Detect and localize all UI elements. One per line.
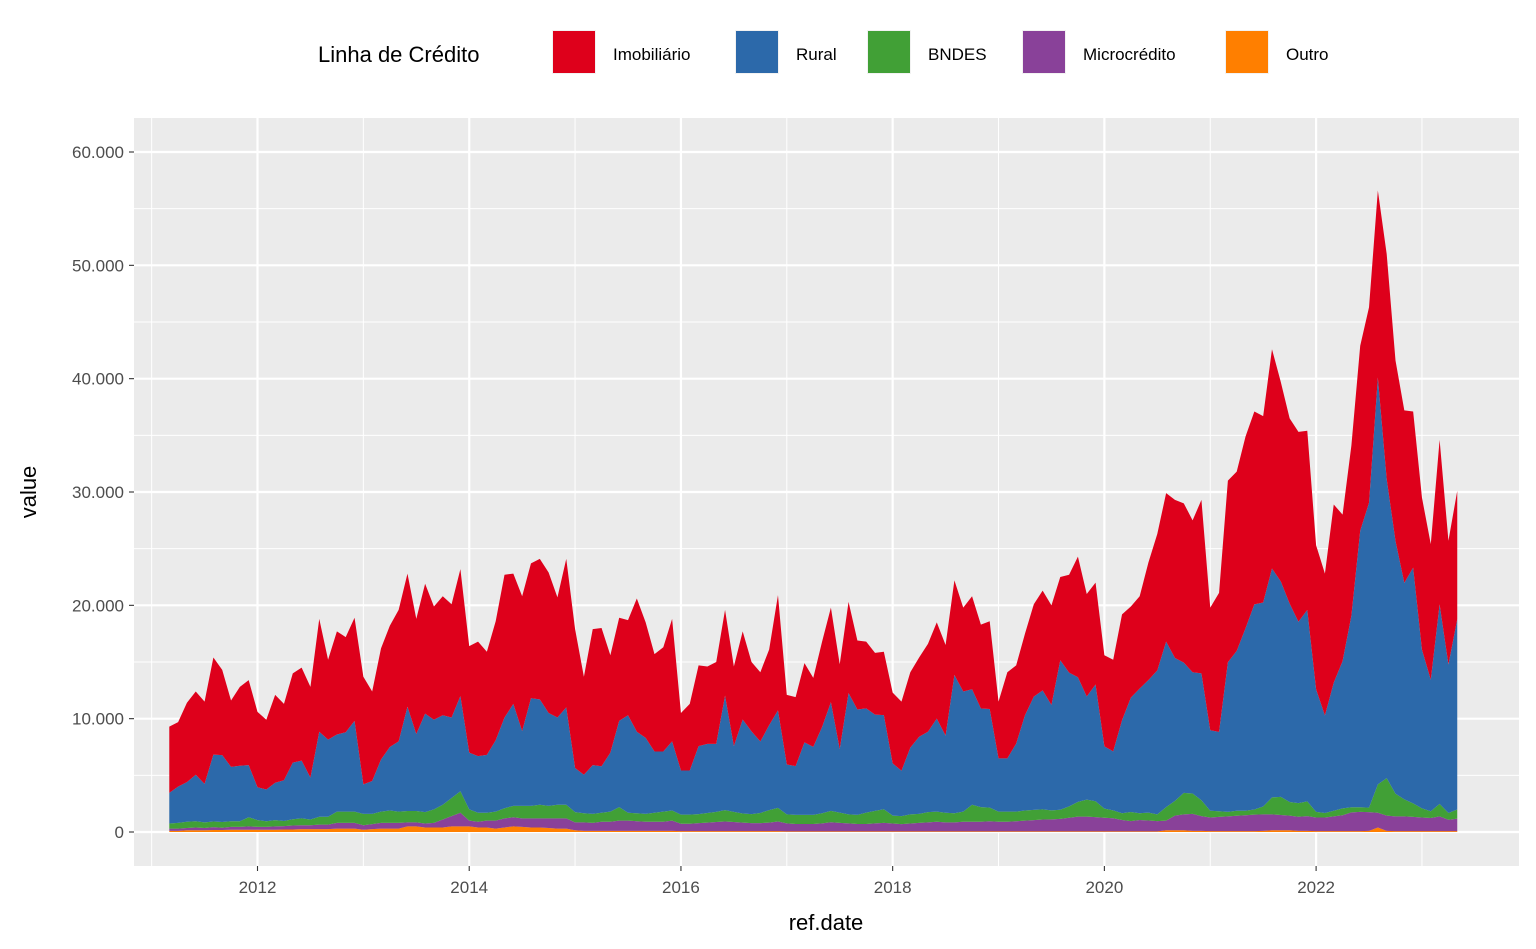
y-tick-label: 0 — [115, 823, 124, 842]
legend-label: Imobiliário — [613, 45, 690, 64]
legend-key-rural — [736, 31, 778, 73]
area-series-bndes — [169, 778, 1458, 829]
area-series-group — [169, 190, 1458, 832]
y-tick-label: 40.000 — [72, 370, 124, 389]
y-tick-label: 60.000 — [72, 143, 124, 162]
legend: Linha de Crédito Imobiliário Rural BNDES Mi… — [318, 30, 1329, 74]
area-series-imobiliário — [169, 190, 1458, 793]
area-series-rural — [169, 377, 1458, 824]
y-axis-title: value — [16, 466, 41, 519]
area-series-outro — [169, 826, 1458, 832]
legend-key-outro — [1226, 31, 1268, 73]
legend-key-microcrédito — [1023, 31, 1065, 73]
x-tick-label: 2014 — [450, 878, 488, 897]
x-tick-label: 2016 — [662, 878, 700, 897]
x-axis-title: ref.date — [789, 910, 864, 935]
legend-label: Microcrédito — [1083, 45, 1176, 64]
legend-label: Rural — [796, 45, 837, 64]
y-axis: 0 10.000 20.000 30.000 40.000 50.000 60.000 — [72, 143, 134, 842]
x-axis: 2012 2014 2016 2018 2020 2022 — [239, 866, 1335, 897]
y-tick-label: 10.000 — [72, 710, 124, 729]
y-tick-label: 20.000 — [72, 596, 124, 615]
legend-label: BNDES — [928, 45, 987, 64]
x-tick-label: 2020 — [1085, 878, 1123, 897]
legend-key-imobiliário — [553, 31, 595, 73]
legend-label: Outro — [1286, 45, 1329, 64]
legend-title: Linha de Crédito — [318, 42, 479, 67]
y-tick-label: 30.000 — [72, 483, 124, 502]
x-tick-label: 2018 — [874, 878, 912, 897]
x-tick-label: 2022 — [1297, 878, 1335, 897]
area-series-microcrédito — [169, 811, 1458, 832]
y-tick-label: 50.000 — [72, 256, 124, 275]
legend-key-bndes — [868, 31, 910, 73]
x-tick-label: 2012 — [239, 878, 277, 897]
